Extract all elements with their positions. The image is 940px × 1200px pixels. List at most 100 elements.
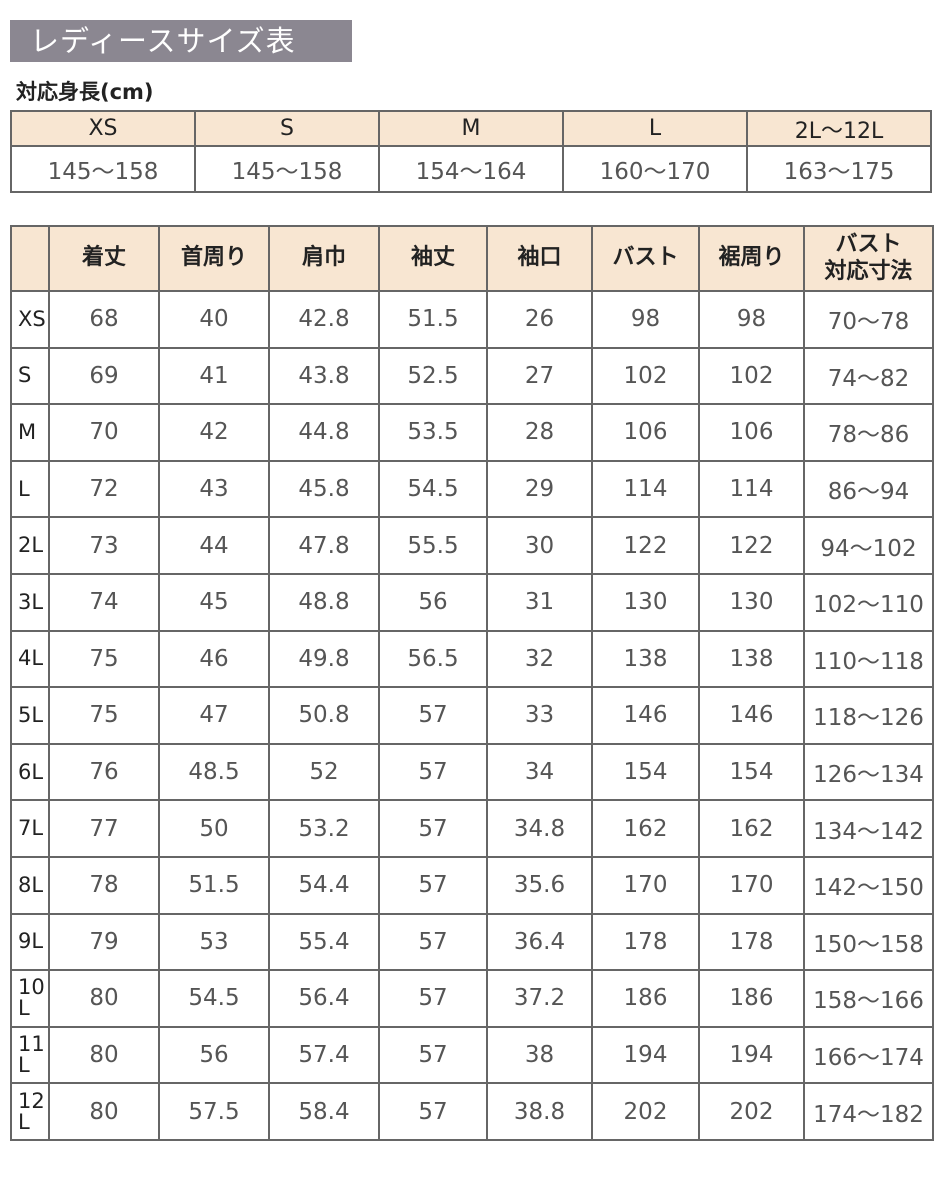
- measurement-cell: 158〜166: [803, 969, 934, 1028]
- height-size-header: XS: [10, 110, 196, 147]
- measurement-cell: 57.4: [268, 1025, 380, 1085]
- table-row: 10L 80 54.5 56.4 57 37.2 186 186 158〜166: [10, 969, 934, 1028]
- measurement-cell: 102: [591, 346, 700, 406]
- measurement-cell: 28: [486, 403, 593, 462]
- measurement-cell: 202: [591, 1082, 700, 1141]
- table-row: 9L 79 53 55.4 57 36.4 178 178 150〜158: [10, 912, 934, 972]
- measurement-cell: 106: [591, 403, 700, 462]
- measurement-cell: 86〜94: [803, 459, 934, 519]
- measurement-cell: 98: [591, 290, 700, 349]
- size-label: L: [10, 459, 50, 519]
- measurement-cell: 194: [698, 1025, 805, 1085]
- size-label: 5L: [10, 686, 50, 745]
- measurement-cell: 38: [486, 1025, 593, 1085]
- size-table-header: 着丈 首周り 肩巾 袖丈 袖口 バスト 裾周り バスト 対応寸法: [10, 225, 934, 292]
- size-label: 7L: [10, 799, 50, 858]
- measurement-cell: 52.5: [378, 346, 488, 406]
- measurement-cell: 53: [158, 912, 270, 972]
- table-row: 2L 73 44 47.8 55.5 30 122 122 94〜102: [10, 516, 934, 575]
- measurement-cell: 146: [698, 686, 805, 745]
- measurement-cell: 186: [591, 969, 700, 1028]
- measurement-cell: 48.5: [158, 742, 270, 802]
- height-range-cell: 163〜175: [746, 145, 932, 193]
- measurement-cell: 54.4: [268, 855, 380, 915]
- measurement-cell: 29: [486, 459, 593, 519]
- column-header: バスト: [591, 225, 700, 292]
- size-label: 9L: [10, 912, 50, 972]
- table-row: M 70 42 44.8 53.5 28 106 106 78〜86: [10, 403, 934, 462]
- measurement-cell: 33: [486, 686, 593, 745]
- table-row: 6L 76 48.5 52 57 34 154 154 126〜134: [10, 742, 934, 802]
- height-table: XS S M L 2L〜12L 145〜158 145〜158 154〜164 160〜170…: [10, 110, 932, 193]
- measurement-cell: 56: [158, 1025, 270, 1085]
- height-range-cell: 145〜158: [194, 145, 380, 193]
- measurement-cell: 44: [158, 516, 270, 575]
- measurement-cell: 76: [48, 742, 160, 802]
- measurement-cell: 58.4: [268, 1082, 380, 1141]
- measurement-cell: 32: [486, 629, 593, 689]
- table-row: L 72 43 45.8 54.5 29 114 114 86〜94: [10, 459, 934, 519]
- size-label: 11L: [10, 1025, 50, 1085]
- measurement-cell: 37.2: [486, 969, 593, 1028]
- measurement-cell: 56.5: [378, 629, 488, 689]
- measurement-cell: 44.8: [268, 403, 380, 462]
- table-row: 11L 80 56 57.4 57 38 194 194 166〜174: [10, 1025, 934, 1085]
- column-header: バスト 対応寸法: [803, 225, 934, 292]
- table-row: 8L 78 51.5 54.4 57 35.6 170 170 142〜150: [10, 855, 934, 915]
- measurement-cell: 35.6: [486, 855, 593, 915]
- measurement-cell: 110〜118: [803, 629, 934, 689]
- measurement-cell: 106: [698, 403, 805, 462]
- size-label: 8L: [10, 855, 50, 915]
- measurement-cell: 98: [698, 290, 805, 349]
- measurement-cell: 80: [48, 1025, 160, 1085]
- size-label: 2L: [10, 516, 50, 575]
- measurement-cell: 138: [591, 629, 700, 689]
- height-table-header: XS S M L 2L〜12L: [10, 110, 932, 147]
- measurement-cell: 75: [48, 629, 160, 689]
- measurement-cell: 26: [486, 290, 593, 349]
- table-row: XS 68 40 42.8 51.5 26 98 98 70〜78: [10, 290, 934, 349]
- column-header: 裾周り: [698, 225, 805, 292]
- size-label: XS: [10, 290, 50, 349]
- size-label: S: [10, 346, 50, 406]
- measurement-cell: 57: [378, 1025, 488, 1085]
- table-row: 12L 80 57.5 58.4 57 38.8 202 202 174〜182: [10, 1082, 934, 1141]
- measurement-cell: 50: [158, 799, 270, 858]
- measurement-cell: 53.5: [378, 403, 488, 462]
- measurement-cell: 57: [378, 686, 488, 745]
- height-range-cell: 145〜158: [10, 145, 196, 193]
- measurement-cell: 43: [158, 459, 270, 519]
- height-range-cell: 160〜170: [562, 145, 748, 193]
- measurement-cell: 40: [158, 290, 270, 349]
- measurement-cell: 50.8: [268, 686, 380, 745]
- measurement-cell: 170: [591, 855, 700, 915]
- measurement-cell: 118〜126: [803, 686, 934, 745]
- measurement-cell: 43.8: [268, 346, 380, 406]
- measurement-cell: 57: [378, 799, 488, 858]
- measurement-cell: 54.5: [158, 969, 270, 1028]
- size-label: 12L: [10, 1082, 50, 1141]
- column-header: 袖丈: [378, 225, 488, 292]
- measurement-cell: 122: [698, 516, 805, 575]
- measurement-cell: 42: [158, 403, 270, 462]
- measurement-cell: 38.8: [486, 1082, 593, 1141]
- measurement-cell: 80: [48, 1082, 160, 1141]
- measurement-cell: 77: [48, 799, 160, 858]
- measurement-cell: 55.5: [378, 516, 488, 575]
- measurement-cell: 114: [698, 459, 805, 519]
- size-label: 6L: [10, 742, 50, 802]
- measurement-cell: 154: [698, 742, 805, 802]
- column-header: 首周り: [158, 225, 270, 292]
- measurement-cell: 114: [591, 459, 700, 519]
- measurement-cell: 74〜82: [803, 346, 934, 406]
- height-label: 対応身長(cm): [16, 80, 154, 104]
- height-size-header: M: [378, 110, 564, 147]
- measurement-cell: 53.2: [268, 799, 380, 858]
- measurement-cell: 47.8: [268, 516, 380, 575]
- measurement-cell: 42.8: [268, 290, 380, 349]
- measurement-cell: 122: [591, 516, 700, 575]
- table-row: 3L 74 45 48.8 56 31 130 130 102〜110: [10, 572, 934, 632]
- measurement-cell: 186: [698, 969, 805, 1028]
- measurement-cell: 57.5: [158, 1082, 270, 1141]
